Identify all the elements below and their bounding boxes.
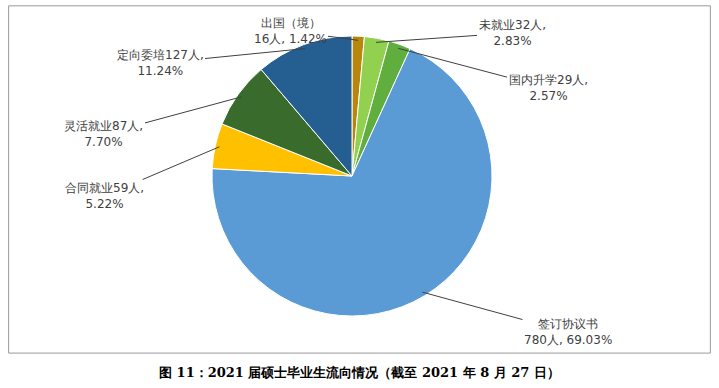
- svg-text:国内升学29人,2.57%: 国内升学29人,2.57%: [509, 73, 588, 103]
- svg-text:图 11：2021 届硕士毕业生流向情况（截至 2021 年: 图 11：2021 届硕士毕业生流向情况（截至 2021 年 8 月 27 日）: [159, 365, 560, 380]
- svg-text:签订协议书780人, 69.03%: 签订协议书780人, 69.03%: [524, 317, 612, 347]
- svg-text:灵活就业87人,7.70%: 灵活就业87人,7.70%: [64, 119, 143, 149]
- svg-text:合同就业59人,5.22%: 合同就业59人,5.22%: [65, 181, 144, 211]
- svg-text:定向委培127人,11.24%: 定向委培127人,11.24%: [117, 48, 204, 78]
- svg-text:未就业32人,2.83%: 未就业32人,2.83%: [479, 18, 546, 48]
- svg-text:出国（境）16人, 1.42%: 出国（境）16人, 1.42%: [254, 16, 327, 46]
